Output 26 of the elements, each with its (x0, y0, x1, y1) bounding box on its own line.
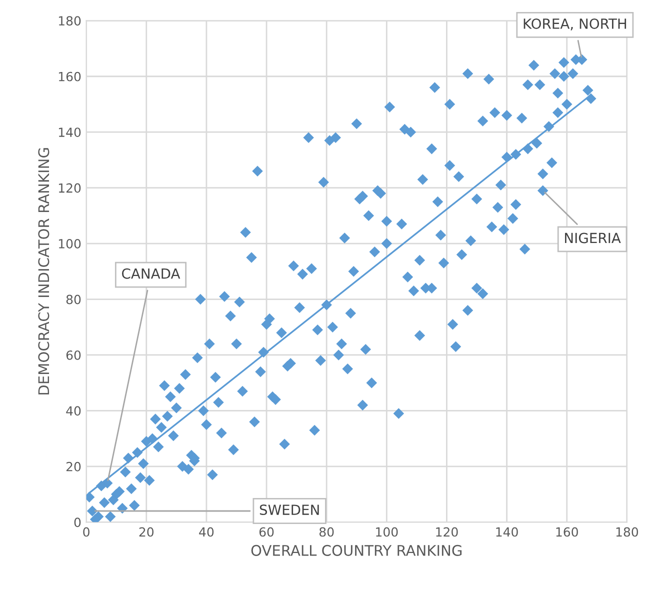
x-tick-label: 40 (199, 527, 214, 537)
y-tick-label: 100 (58, 239, 81, 248)
x-tick-label: 180 (616, 527, 638, 537)
x-tick-label: 0 (83, 527, 90, 537)
annotation: NIGERIA (565, 232, 621, 244)
x-tick-label: 80 (319, 527, 334, 537)
y-tick-label: 0 (74, 518, 81, 528)
y-axis-title: DEMOCRACY INDICATOR RANKING (38, 148, 50, 394)
y-tick-label: 40 (66, 406, 81, 416)
y-tick-label: 120 (58, 183, 81, 193)
y-tick-label: 60 (66, 350, 81, 360)
x-axis-title: OVERALL COUNTRY RANKING (251, 544, 462, 556)
annotation: KOREA, NORTH (524, 18, 626, 30)
annotation: CANADA (122, 268, 180, 279)
x-tick-label: 20 (139, 527, 154, 537)
y-tick-label: 160 (58, 72, 81, 82)
y-tick-label: 80 (66, 294, 81, 304)
x-tick-label: 160 (556, 527, 578, 537)
x-tick-label: 60 (259, 527, 274, 537)
y-tick-label: 20 (66, 462, 81, 472)
y-tick-label: 140 (58, 128, 81, 138)
x-tick-label: 140 (496, 527, 518, 537)
x-tick-label: 100 (376, 527, 398, 537)
x-tick-label: 120 (436, 527, 458, 537)
y-tick-label: 180 (58, 16, 81, 26)
annotation: SWEDEN (260, 504, 319, 516)
